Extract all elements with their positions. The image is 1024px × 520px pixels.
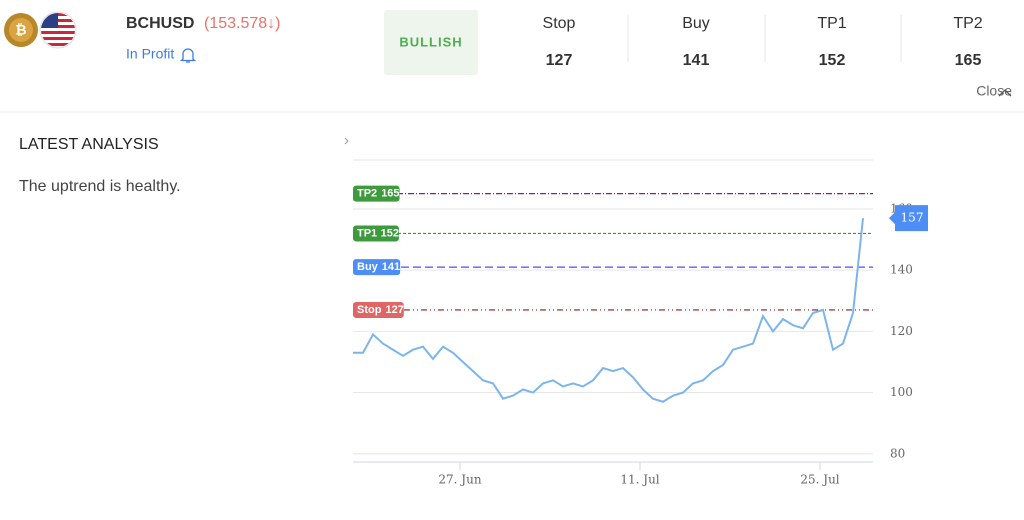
- x-tick-label: 25. Jul: [800, 473, 839, 487]
- bell-icon[interactable]: [179, 48, 197, 63]
- coin-icons: ₿: [4, 11, 77, 49]
- close-button[interactable]: Close: [976, 83, 1012, 99]
- level-name: TP1: [817, 15, 846, 32]
- y-tick-label: 100: [890, 385, 913, 399]
- last-price-badge: [889, 205, 928, 232]
- level-value: 127: [546, 52, 573, 69]
- reference-value: 165: [381, 188, 399, 200]
- level-name: Buy: [682, 15, 710, 32]
- chevron-up[interactable]: [998, 89, 1012, 97]
- level-value: 141: [683, 52, 710, 69]
- reference-name: TP1: [357, 227, 377, 239]
- reference-label: TP1 152: [357, 227, 399, 239]
- reference-name: TP2: [357, 188, 377, 200]
- last-price: 157: [901, 211, 924, 225]
- svg-text:₿: ₿: [15, 22, 26, 38]
- x-tick-label: 11. Jul: [620, 473, 659, 487]
- reference-label: TP2 165: [357, 188, 400, 200]
- level-value: 152: [819, 52, 846, 69]
- signal: BULLISH: [399, 34, 462, 49]
- reference-name: Stop: [357, 304, 382, 316]
- level-name: TP2: [953, 15, 982, 32]
- reference-value: 141: [382, 261, 400, 273]
- y-tick-label: 140: [890, 263, 913, 277]
- signal-box: [384, 10, 478, 75]
- levels: Stop 127 Buy 141 TP1 152 TP2 165: [543, 15, 983, 69]
- reference-label-bg: [353, 185, 400, 202]
- reference-label-bg: [353, 225, 399, 242]
- y-tick-label: 80: [890, 446, 905, 460]
- level-name: Stop: [543, 15, 576, 32]
- reference-label: Stop 127: [357, 304, 404, 316]
- reference-label-bg: [353, 259, 401, 276]
- y-tick-label: 120: [890, 324, 913, 338]
- x-tick-label: 27. Jun: [438, 473, 481, 487]
- reference-label-bg: [353, 301, 404, 318]
- reference-name: Buy: [357, 261, 379, 273]
- expand-arrow[interactable]: [344, 137, 349, 145]
- symbol: BCHUSD: [126, 15, 194, 32]
- analysis-title: LATEST ANALYSIS: [19, 136, 159, 153]
- reference-label: Buy 141: [357, 261, 400, 273]
- level-value: 165: [955, 52, 982, 69]
- status[interactable]: In Profit: [126, 46, 174, 62]
- analysis-text: The uptrend is healthy.: [19, 178, 181, 195]
- reference-value: 127: [385, 304, 403, 316]
- price-line: [353, 218, 864, 403]
- price: (153.578↓): [204, 15, 281, 32]
- reference-value: 152: [381, 227, 399, 239]
